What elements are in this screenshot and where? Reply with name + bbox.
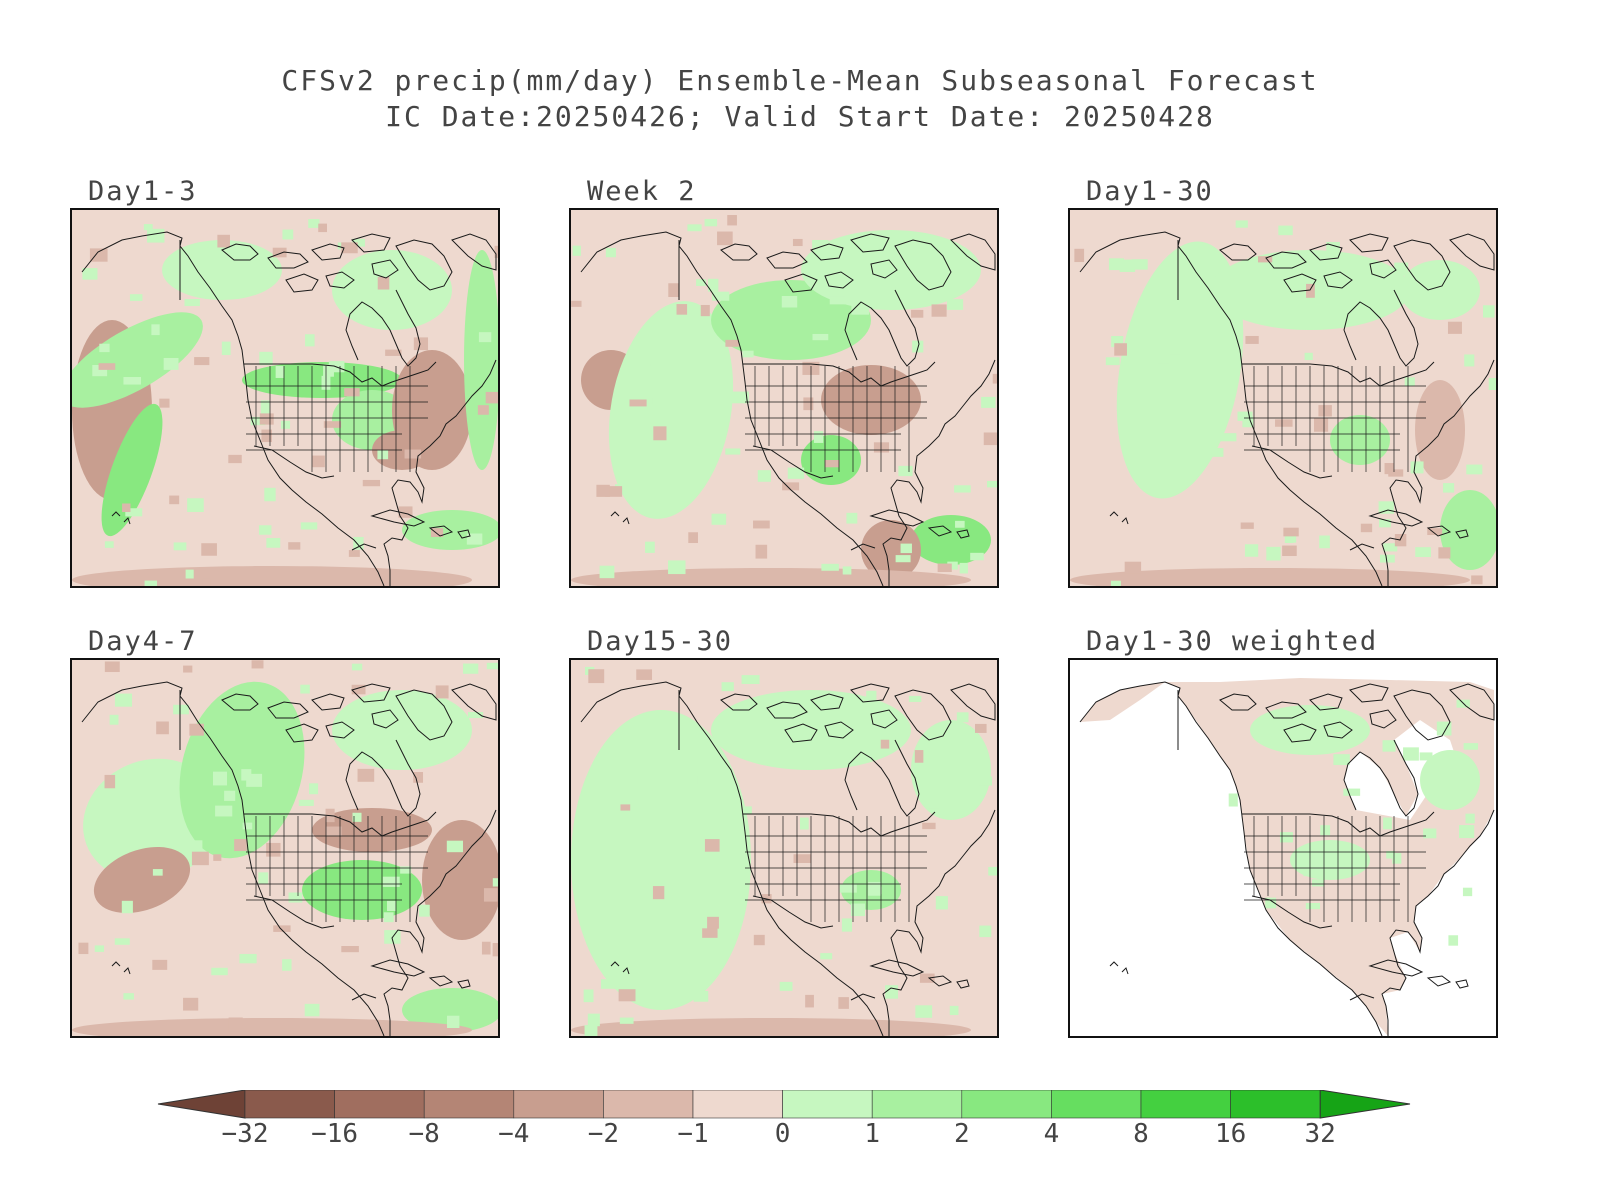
map-panel-day1-30-weighted <box>1068 658 1498 1038</box>
map-panel-week2 <box>569 208 999 588</box>
colorbar-tick-label: 0 <box>775 1119 791 1149</box>
precip-field <box>1070 210 1496 586</box>
colorbar-arrow-min <box>157 1090 246 1119</box>
map-panel-day1-3 <box>70 208 500 588</box>
colorbar-bin <box>692 1090 783 1119</box>
map-outlines <box>1079 231 1495 586</box>
panel-label-day1-30-weighted: Day1-30 weighted <box>1086 626 1379 657</box>
precip-field <box>571 210 997 586</box>
colorbar-bin <box>603 1090 694 1119</box>
colorbar-bin <box>1051 1090 1142 1119</box>
map-outlines <box>81 681 497 1036</box>
colorbar-bin <box>513 1090 604 1119</box>
colorbar-bin <box>782 1090 873 1119</box>
colorbar-bin <box>423 1090 515 1119</box>
colorbar-tick-label: 1 <box>864 1119 880 1149</box>
colorbar-bin <box>334 1090 425 1119</box>
colorbar-arrow-max <box>1319 1090 1411 1119</box>
colorbar-tick-label: 8 <box>1133 1119 1149 1149</box>
map-panel-day1-30 <box>1068 208 1498 588</box>
map-outlines <box>580 681 996 1036</box>
colorbar-bin <box>961 1090 1052 1119</box>
colorbar-tick-label: −16 <box>311 1119 358 1149</box>
colorbar-bin <box>1140 1090 1231 1119</box>
colorbar-tick-label: 2 <box>954 1119 970 1149</box>
chart-title-line1: CFSv2 precip(mm/day) Ensemble-Mean Subse… <box>281 64 1319 97</box>
precip-field <box>72 210 498 586</box>
colorbar-tick-label: −8 <box>409 1119 440 1149</box>
precip-field <box>1070 660 1496 1036</box>
map-outlines <box>580 231 996 586</box>
colorbar-tick-label: −1 <box>677 1119 708 1149</box>
map-outlines <box>81 231 497 586</box>
colorbar-tick-label: −32 <box>222 1119 269 1149</box>
colorbar-legend: −32 −16 −8 −4 −2 −1 0 1 2 4 8 16 32 <box>157 1090 1411 1149</box>
map-outlines <box>1079 681 1495 1036</box>
map-panel-day15-30 <box>569 658 999 1038</box>
colorbar-bin <box>871 1090 963 1119</box>
colorbar-tick-label: 32 <box>1305 1119 1336 1149</box>
colorbar-bin <box>1230 1090 1321 1119</box>
precip-field <box>72 660 498 1036</box>
chart-title-line2: IC Date:20250426; Valid Start Date: 2025… <box>385 100 1215 133</box>
panel-label-day15-30: Day15-30 <box>587 626 734 657</box>
panel-label-day4-7: Day4-7 <box>88 626 198 657</box>
panel-label-week2: Week 2 <box>587 176 697 207</box>
colorbar-tick-label: 16 <box>1215 1119 1246 1149</box>
colorbar-tick-label: 4 <box>1044 1119 1060 1149</box>
colorbar-tick-label: −4 <box>498 1119 529 1149</box>
panel-label-day1-3: Day1-3 <box>88 176 198 207</box>
panel-label-day1-30: Day1-30 <box>1086 176 1214 207</box>
precip-field <box>571 660 997 1036</box>
colorbar-tick-label: −2 <box>588 1119 619 1149</box>
map-panel-day4-7 <box>70 658 500 1038</box>
colorbar-bin <box>244 1090 335 1119</box>
